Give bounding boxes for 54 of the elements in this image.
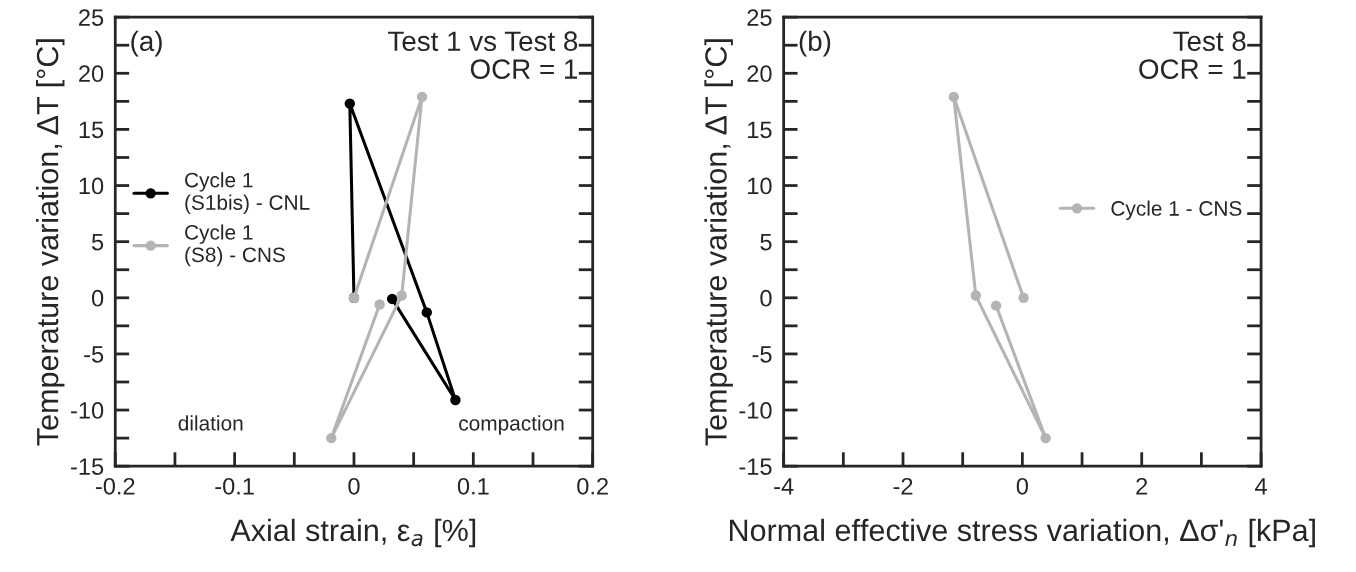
annotation: (a) xyxy=(131,30,162,57)
annotation: compaction xyxy=(459,415,564,435)
x-tick-label: 0.2 xyxy=(577,477,608,495)
point xyxy=(948,91,959,103)
point xyxy=(1018,292,1029,304)
y-tick-label: 10 xyxy=(748,177,772,195)
annotation: dilation xyxy=(178,415,243,431)
y-tick-label: 20 xyxy=(747,65,772,83)
x-axis-title: Normal effective stress variation, Δσ'$_{n}$ [kPa] xyxy=(730,518,1315,548)
x-tick-label: -0.1 xyxy=(215,477,254,495)
annotation: Test 8 OCR = 1 xyxy=(1139,31,1246,79)
point xyxy=(396,290,407,301)
point xyxy=(421,307,432,318)
y-tick-label: -5 xyxy=(84,346,104,363)
y-tick-label: -15 xyxy=(739,458,772,475)
x-tick-label: 4 xyxy=(1255,478,1267,495)
x-tick-label: -4 xyxy=(774,478,794,495)
y-tick-label: -10 xyxy=(71,402,104,419)
x-tick-label: 0.1 xyxy=(457,477,489,495)
point xyxy=(990,300,1002,311)
x-tick-label: 0 xyxy=(348,477,360,495)
y-tick-label: 10 xyxy=(79,177,104,195)
annotation: Test 1 vs Test 8 OCR = 1 xyxy=(388,31,578,79)
point xyxy=(450,394,461,406)
x-tick-label: -2 xyxy=(893,477,913,495)
legend-label: Cycle 1 - CNS xyxy=(1111,200,1242,220)
legend-label: Cycle 1 (S8) - CNS xyxy=(185,224,285,267)
legend-label: Cycle 1 (S1bis) - CNL xyxy=(185,172,310,214)
point xyxy=(970,290,982,301)
y-tick-label: -15 xyxy=(71,458,104,475)
point xyxy=(386,293,398,305)
y-axis-title: Temperature variation, ΔT [°C] xyxy=(704,39,733,446)
annotation: (b) xyxy=(799,30,831,57)
y-tick-label: 15 xyxy=(748,121,772,139)
x-tick-label: 0 xyxy=(1016,477,1029,495)
x-tick-label: 2 xyxy=(1136,477,1148,495)
y-axis-title: Temperature variation, ΔT [°C] xyxy=(35,39,65,446)
y-tick-label: 5 xyxy=(91,233,104,251)
y-tick-label: -5 xyxy=(752,346,772,363)
y-tick-label: 0 xyxy=(760,289,772,307)
point xyxy=(374,299,385,310)
y-tick-label: 15 xyxy=(79,121,104,139)
x-tick-label: -0.2 xyxy=(95,477,135,495)
y-tick-label: -10 xyxy=(739,402,772,419)
point xyxy=(326,432,337,444)
y-tick-label: 25 xyxy=(79,9,104,26)
y-tick-label: 20 xyxy=(79,65,104,83)
x-axis-title: Axial strain, ε$_{a}$ [%] xyxy=(230,518,476,548)
y-tick-label: 5 xyxy=(760,233,772,251)
y-tick-label: 25 xyxy=(747,9,772,26)
point xyxy=(344,98,356,109)
point xyxy=(416,91,428,103)
y-tick-label: 0 xyxy=(91,289,104,307)
point xyxy=(1040,432,1051,444)
